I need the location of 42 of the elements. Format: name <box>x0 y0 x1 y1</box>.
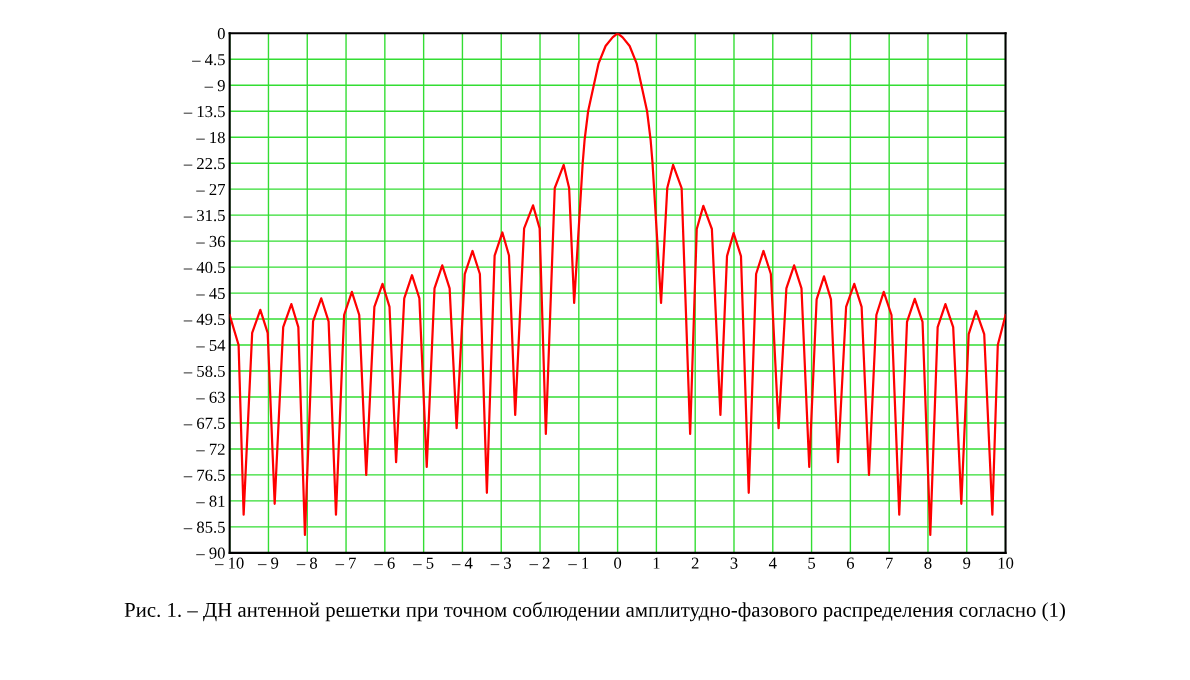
y-tick-label: – 72 <box>196 443 225 455</box>
y-tick-label: – 63 <box>196 391 225 403</box>
y-tick-label: – 4.5 <box>192 54 225 66</box>
y-tick-label: – 31.5 <box>183 209 225 222</box>
y-tick-label: – 36 <box>196 235 226 248</box>
y-tick-label: – 49.5 <box>183 313 225 326</box>
y-tick-label: – 67.5 <box>183 417 225 429</box>
y-tick-label: – 9 <box>204 80 225 92</box>
x-tick-label: – 3 <box>490 557 511 569</box>
x-tick-label: 0 <box>614 557 622 569</box>
x-tick-label: – 6 <box>374 557 395 569</box>
y-tick-label: – 58.5 <box>183 365 225 378</box>
y-tick-label: – 76.5 <box>183 469 225 481</box>
x-tick-label: – 7 <box>335 557 356 569</box>
y-tick-label: – 13.5 <box>183 105 225 118</box>
text: Рис. 1. – ДН антенной решетки при точном соблюдении амплитудно-фазового распределения согласно (1) <box>124 601 1065 622</box>
y-tick-label: – 54 <box>196 339 226 351</box>
y-tick-label: – 85.5 <box>183 521 225 533</box>
y-tick-label: – 40.5 <box>183 261 225 274</box>
x-tick-label: 7 <box>886 557 893 569</box>
x-tick-label: 3 <box>730 557 738 569</box>
x-tick-label: 9 <box>963 557 971 569</box>
y-tick-label: – 22.5 <box>183 157 225 170</box>
x-tick-label: 10 <box>998 557 1014 569</box>
y-tick-label: – 90 <box>196 547 225 559</box>
x-tick-label: – 2 <box>529 557 550 569</box>
y-tick-label: – 45 <box>196 287 225 300</box>
x-tick-label: 5 <box>808 557 816 569</box>
y-tick-label: – 18 <box>196 131 225 144</box>
x-tick-label: – 8 <box>296 557 318 569</box>
x-tick-label: – 5 <box>413 557 434 569</box>
x-tick-label: 6 <box>846 557 855 569</box>
x-tick-label: 2 <box>691 557 699 569</box>
x-tick-label: 1 <box>653 557 660 569</box>
x-tick-label: 8 <box>924 557 932 569</box>
x-tick-label: – 1 <box>568 557 589 569</box>
x-tick-label: – 4 <box>451 557 473 569</box>
y-tick-label: – 81 <box>196 495 225 507</box>
x-tick-label: – 9 <box>257 557 279 569</box>
y-tick-label: – 27 <box>196 183 226 195</box>
x-tick-label: 4 <box>768 557 777 569</box>
y-tick-label: 0 <box>217 28 225 40</box>
